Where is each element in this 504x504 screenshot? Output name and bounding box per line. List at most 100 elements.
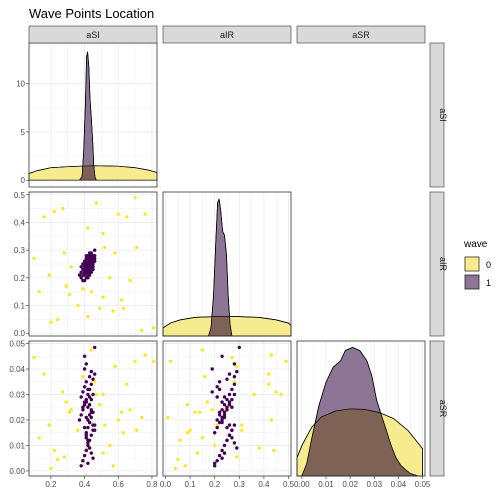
point-wave-1-aSR-aIR-10 — [217, 413, 222, 417]
point-wave-0-aSR-aIR-0 — [284, 359, 288, 364]
point-wave-1-aSR-aIR-50 — [217, 410, 222, 414]
point-wave-1-aSR-aSI-59 — [82, 354, 87, 358]
density-overlap-aSI — [79, 165, 97, 181]
point-wave-1-aSR-aIR-15 — [230, 387, 234, 392]
point-wave-1-aSR-aIR-55 — [232, 375, 237, 379]
point-wave-1-aSR-aSI-23 — [89, 415, 94, 420]
point-wave-1-aSR-aSI-37 — [87, 413, 92, 417]
xtick-label-aSR-2: 0.02 — [342, 480, 358, 489]
point-wave-1-aSR-aSI-38 — [89, 408, 94, 412]
point-wave-1-aSR-aIR-8 — [232, 423, 237, 427]
point-wave-1-aSR-aSI-48 — [87, 420, 92, 425]
legend: wave 0 1 — [463, 239, 491, 290]
point-wave-0-aSR-aSI-7 — [119, 410, 124, 414]
point-wave-0-aSR-aIR-4 — [274, 390, 278, 394]
point-wave-1-aIR-aSI-40 — [93, 256, 97, 261]
legend-key-0 — [464, 256, 480, 272]
point-wave-0-aSR-aIR-2 — [267, 372, 271, 376]
panel-aSR-aIR-gridlines — [163, 341, 291, 476]
point-wave-1-aSR-aIR-46 — [217, 387, 222, 392]
xtick-label-aSR-4: 0.04 — [391, 480, 407, 489]
point-wave-0-aSR-aIR-19 — [215, 423, 219, 427]
point-wave-1-aSR-aIR-16 — [232, 382, 237, 386]
point-wave-0-aSR-aSI-23 — [49, 466, 53, 471]
point-wave-1-aSR-aIR-54 — [213, 461, 217, 465]
point-wave-0-aIR-aSI-0 — [133, 195, 137, 200]
strip-right-aSI — [429, 42, 445, 188]
point-wave-0-aSR-aSI-28 — [125, 382, 129, 386]
point-wave-1-aIR-aSI-55 — [87, 254, 92, 258]
point-wave-0-aIR-aSI-27 — [62, 251, 67, 255]
point-wave-1-aIR-aSI-57 — [84, 254, 89, 258]
point-wave-0-aSR-aIR-6 — [235, 364, 239, 369]
point-wave-1-aSR-aSI-3 — [84, 448, 89, 453]
point-wave-1-aSR-aSI-35 — [84, 380, 89, 384]
point-wave-1-aSR-aSI-4 — [86, 443, 90, 448]
point-wave-1-aIR-aSI-51 — [86, 256, 90, 261]
strip-right-aSR — [429, 340, 445, 477]
point-wave-1-aIR-aSI-47 — [84, 265, 89, 269]
point-wave-0-aIR-aSI-18 — [151, 326, 156, 330]
point-wave-1-aSR-aIR-44 — [230, 397, 234, 402]
point-wave-0-aIR-aSI-8 — [128, 278, 132, 283]
point-wave-0-aSR-aSI-15 — [76, 428, 80, 432]
point-wave-1-aSR-aIR-45 — [232, 392, 237, 397]
xtick-label-aSR-3: 0.03 — [366, 480, 382, 489]
chart-title: Wave Points Location — [29, 6, 154, 21]
point-wave-0-aSR-aIR-21 — [240, 423, 244, 427]
point-wave-0-aIR-aSI-5 — [64, 284, 68, 288]
point-wave-1-aSR-aIR-9 — [215, 418, 219, 422]
point-wave-1-aSR-aIR-30 — [222, 451, 227, 455]
point-wave-1-aIR-aSI-10 — [79, 270, 83, 274]
point-wave-1-aSR-aSI-41 — [84, 433, 89, 437]
point-wave-1-aSR-aIR-52 — [220, 400, 224, 404]
point-wave-1-aSR-aIR-13 — [225, 397, 229, 402]
point-wave-0-aIR-aSI-16 — [101, 295, 105, 299]
point-wave-1-aIR-aSI-44 — [89, 256, 94, 261]
point-wave-1-aSR-aIR-34 — [215, 385, 219, 389]
point-wave-0-aSR-aIR-12 — [269, 418, 273, 422]
point-wave-0-aSR-aSI-2 — [42, 372, 46, 376]
point-wave-1-aSR-aIR-43 — [227, 403, 232, 407]
point-wave-0-aSR-aIR-27 — [235, 455, 239, 459]
point-wave-0-aIR-aSI-20 — [69, 265, 73, 269]
point-wave-1-aSR-aSI-10 — [79, 413, 83, 417]
point-wave-0-aSR-aIR-5 — [205, 400, 209, 404]
point-wave-1-aSR-aSI-55 — [87, 375, 92, 379]
strip-top-label-aSR: aSR — [352, 30, 370, 40]
point-wave-1-aSR-aSI-9 — [77, 418, 82, 422]
point-wave-1-aSR-aSI-50 — [89, 410, 94, 414]
xtick-label-aSR-1: 0.01 — [318, 480, 334, 489]
strip-top-label-aSI: aSI — [86, 30, 100, 40]
point-wave-1-aSR-aIR-22 — [217, 420, 222, 425]
point-wave-0-aSR-aIR-14 — [176, 457, 180, 462]
point-wave-0-aSR-aSI-11 — [94, 392, 99, 397]
xtick-label-aIR-3: 0.3 — [234, 480, 246, 489]
point-wave-0-aSR-aIR-24 — [200, 348, 205, 352]
point-wave-1-aSR-aSI-40 — [93, 428, 97, 432]
point-wave-0-aSR-aSI-20 — [69, 408, 73, 412]
point-wave-0-aIR-aSI-26 — [81, 287, 85, 291]
point-wave-1-aSR-aSI-0 — [79, 464, 83, 468]
point-wave-1-aSR-aIR-37 — [222, 413, 227, 417]
point-wave-0-aSR-aIR-33 — [183, 464, 187, 468]
point-wave-0-aSR-aIR-8 — [210, 408, 214, 412]
xtick-label-aSR-5: 0.05 — [415, 480, 431, 489]
xtick-label-aSI-2: 0.6 — [113, 480, 125, 489]
panel-aSR-aSI-background — [29, 341, 157, 476]
point-wave-0-aSR-aSI-4 — [61, 390, 65, 394]
point-wave-1-aSR-aIR-4 — [222, 443, 227, 448]
point-wave-1-aSR-aSI-46 — [86, 387, 90, 392]
point-wave-1-aSR-aIR-12 — [222, 403, 227, 407]
panel-aSI-aSI — [28, 42, 158, 188]
point-wave-0-aSR-aIR-9 — [166, 415, 170, 420]
density-outline-1-aSR — [301, 347, 418, 477]
legend-key-1 — [464, 274, 480, 290]
point-wave-0-aIR-aSI-15 — [76, 303, 80, 308]
point-wave-0-aSR-aSI-25 — [52, 448, 56, 453]
panel-aSR-aSI-gridlines — [29, 341, 157, 476]
point-wave-0-aSR-aSI-9 — [140, 415, 144, 420]
point-wave-0-aIR-aSI-19 — [47, 273, 51, 277]
point-wave-1-aSR-aIR-33 — [210, 390, 214, 394]
point-wave-1-aSR-aSI-58 — [93, 345, 97, 350]
